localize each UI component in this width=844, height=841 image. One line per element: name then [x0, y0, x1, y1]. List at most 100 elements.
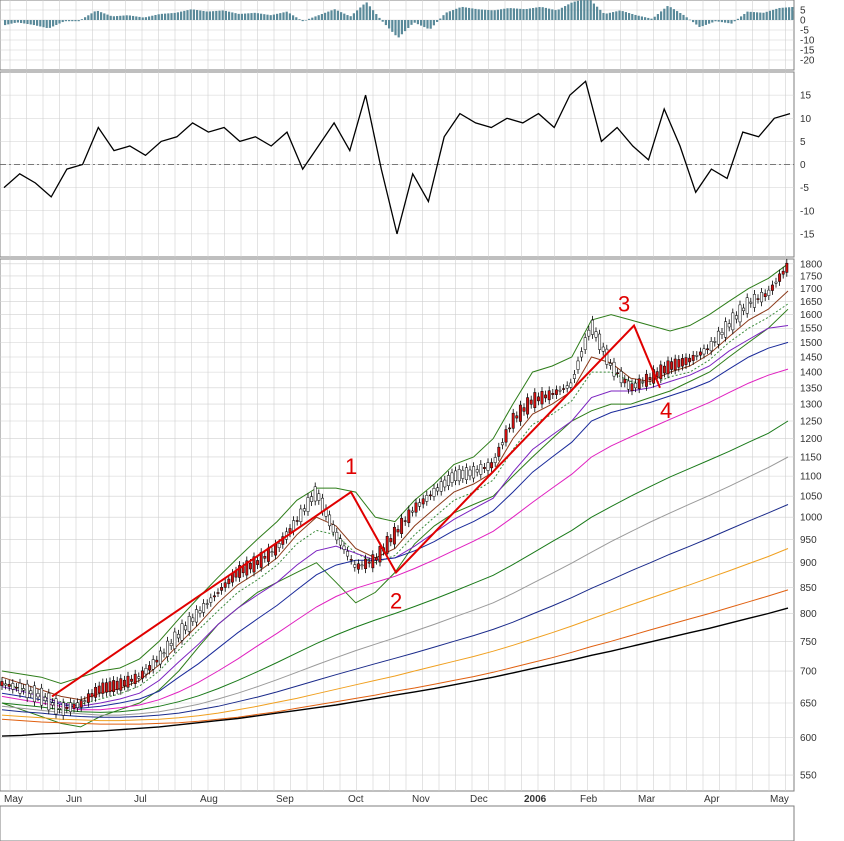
candle-body — [367, 561, 371, 564]
histogram-bar — [772, 9, 775, 20]
candle-body — [104, 682, 108, 693]
histogram-bar — [327, 11, 330, 20]
candle-body — [551, 392, 555, 395]
histogram-bar — [522, 9, 525, 20]
histogram-bar — [80, 19, 83, 20]
candle-body — [140, 670, 144, 679]
candle-body — [763, 293, 767, 297]
candle-body — [148, 665, 152, 671]
candle-body — [727, 323, 731, 328]
candle-body — [295, 520, 299, 522]
histogram-bar — [791, 7, 794, 20]
y-tick-label: 700 — [800, 667, 817, 678]
histogram-bar — [135, 16, 138, 20]
histogram-bar — [372, 10, 375, 20]
histogram-bar — [487, 10, 490, 20]
candle-body — [227, 578, 231, 585]
histogram-bar — [717, 20, 720, 22]
candle-body — [569, 382, 573, 388]
histogram-bar — [592, 3, 595, 20]
candle-body — [684, 357, 688, 365]
histogram-bar — [749, 11, 752, 20]
histogram-bar — [157, 14, 160, 20]
histogram-bar — [436, 20, 439, 22]
histogram-bar — [781, 7, 784, 20]
candle-body — [720, 331, 724, 335]
histogram-bar — [285, 11, 288, 20]
y-tick-label: -15 — [800, 229, 815, 240]
candle-body — [378, 546, 382, 563]
y-tick-label: 850 — [800, 583, 817, 594]
histogram-bar — [765, 11, 768, 20]
histogram-bar — [516, 8, 519, 20]
histogram-bar — [356, 10, 359, 20]
histogram-bar — [116, 16, 119, 20]
candle-body — [14, 686, 18, 689]
histogram-bar — [199, 10, 202, 20]
candle-body — [414, 502, 418, 513]
histogram-bar — [93, 11, 96, 20]
histogram-bar — [109, 15, 112, 20]
candle-body — [292, 520, 296, 532]
histogram-bar — [506, 8, 509, 20]
histogram-bar — [359, 7, 362, 21]
candle-body — [738, 304, 742, 323]
candle-body — [61, 702, 65, 716]
histogram-bar — [746, 11, 749, 20]
candle-body — [713, 341, 717, 343]
histogram-bar — [410, 20, 413, 25]
candle-body — [702, 348, 706, 355]
histogram-bar — [218, 10, 221, 20]
histogram-bar — [151, 15, 154, 20]
histogram-bar — [42, 20, 45, 28]
candle-body — [108, 681, 112, 693]
histogram-bar — [176, 12, 179, 20]
candle-body — [385, 536, 389, 554]
histogram-bar — [618, 10, 621, 20]
histogram-bar — [551, 9, 554, 20]
candle-body — [770, 284, 774, 291]
histogram-bar — [500, 9, 503, 20]
y-tick-label: 1450 — [800, 353, 823, 364]
histogram-bar — [349, 16, 352, 20]
candle-body — [612, 361, 616, 377]
candle-body — [554, 389, 558, 395]
histogram-bar — [679, 12, 682, 20]
y-tick-label: 950 — [800, 535, 817, 546]
histogram-bar — [119, 15, 122, 20]
candle-body — [731, 312, 735, 331]
histogram-bar — [208, 11, 211, 20]
candle-body — [403, 520, 407, 522]
histogram-bar — [544, 7, 547, 20]
histogram-bar — [708, 20, 711, 24]
candle-body — [112, 680, 116, 692]
candle-body — [547, 390, 551, 401]
x-tick-label: Feb — [580, 794, 598, 805]
candle-body — [270, 551, 274, 553]
candle-body — [666, 360, 670, 375]
histogram-bar — [96, 10, 99, 20]
candle-body — [605, 348, 609, 365]
candle-body — [691, 354, 695, 361]
histogram-bar — [180, 11, 183, 20]
candle-body — [594, 331, 598, 338]
candle-body — [277, 543, 281, 548]
candle-body — [418, 502, 422, 507]
histogram-bar — [368, 6, 371, 20]
histogram-bar — [653, 16, 656, 20]
histogram-bar — [148, 16, 151, 20]
histogram-bar — [512, 8, 515, 20]
histogram-bar — [32, 20, 35, 26]
histogram-bar — [400, 20, 403, 35]
histogram-bar — [608, 12, 611, 20]
y-tick-label: 750 — [800, 637, 817, 648]
histogram-bar — [234, 13, 237, 20]
histogram-bar — [474, 8, 477, 20]
candle-body — [709, 341, 713, 352]
histogram-bar — [644, 17, 647, 20]
histogram-bar — [320, 13, 323, 20]
histogram-bar — [10, 20, 13, 24]
histogram-bar — [247, 13, 250, 20]
histogram-bar — [596, 6, 599, 21]
candle-body — [425, 495, 429, 502]
